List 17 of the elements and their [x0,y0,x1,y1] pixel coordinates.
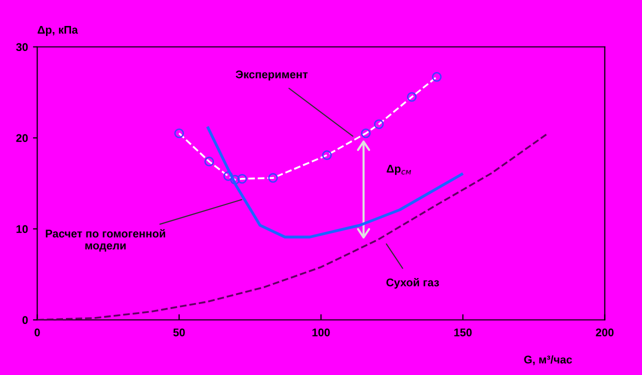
x-tick-label: 0 [34,328,40,336]
x-tick-label: 150 [454,328,472,336]
line-series [37,132,549,320]
x-tick-label: 100 [312,328,330,336]
annotation: Эксперимент [236,70,308,81]
y-tick-label: 10 [16,225,28,234]
y-tick-label: 20 [16,134,28,142]
annotation: Сухой газ [386,278,439,289]
y-tick-label: 30 [16,43,28,52]
x-tick-label: 50 [173,328,185,336]
line-series [206,126,464,238]
x-tick-label: 200 [596,328,614,336]
x-axis-title: G, м³/час [524,355,572,366]
annotation: Расчет по гомогенной модели [46,229,166,252]
y-tick-label: 0 [22,316,28,324]
annotation: Δp$_{см}$ [386,164,411,175]
y-axis-title: Δp, кПа [38,26,78,36]
